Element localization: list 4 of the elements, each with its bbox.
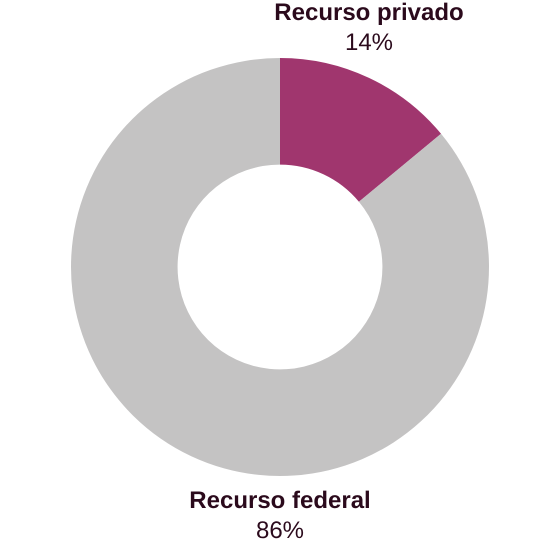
data-label: 86% xyxy=(256,517,304,544)
slice-label: Recurso federal xyxy=(189,487,371,514)
data-label: 14% xyxy=(344,29,394,56)
slice-label: Recurso privado xyxy=(274,0,464,26)
